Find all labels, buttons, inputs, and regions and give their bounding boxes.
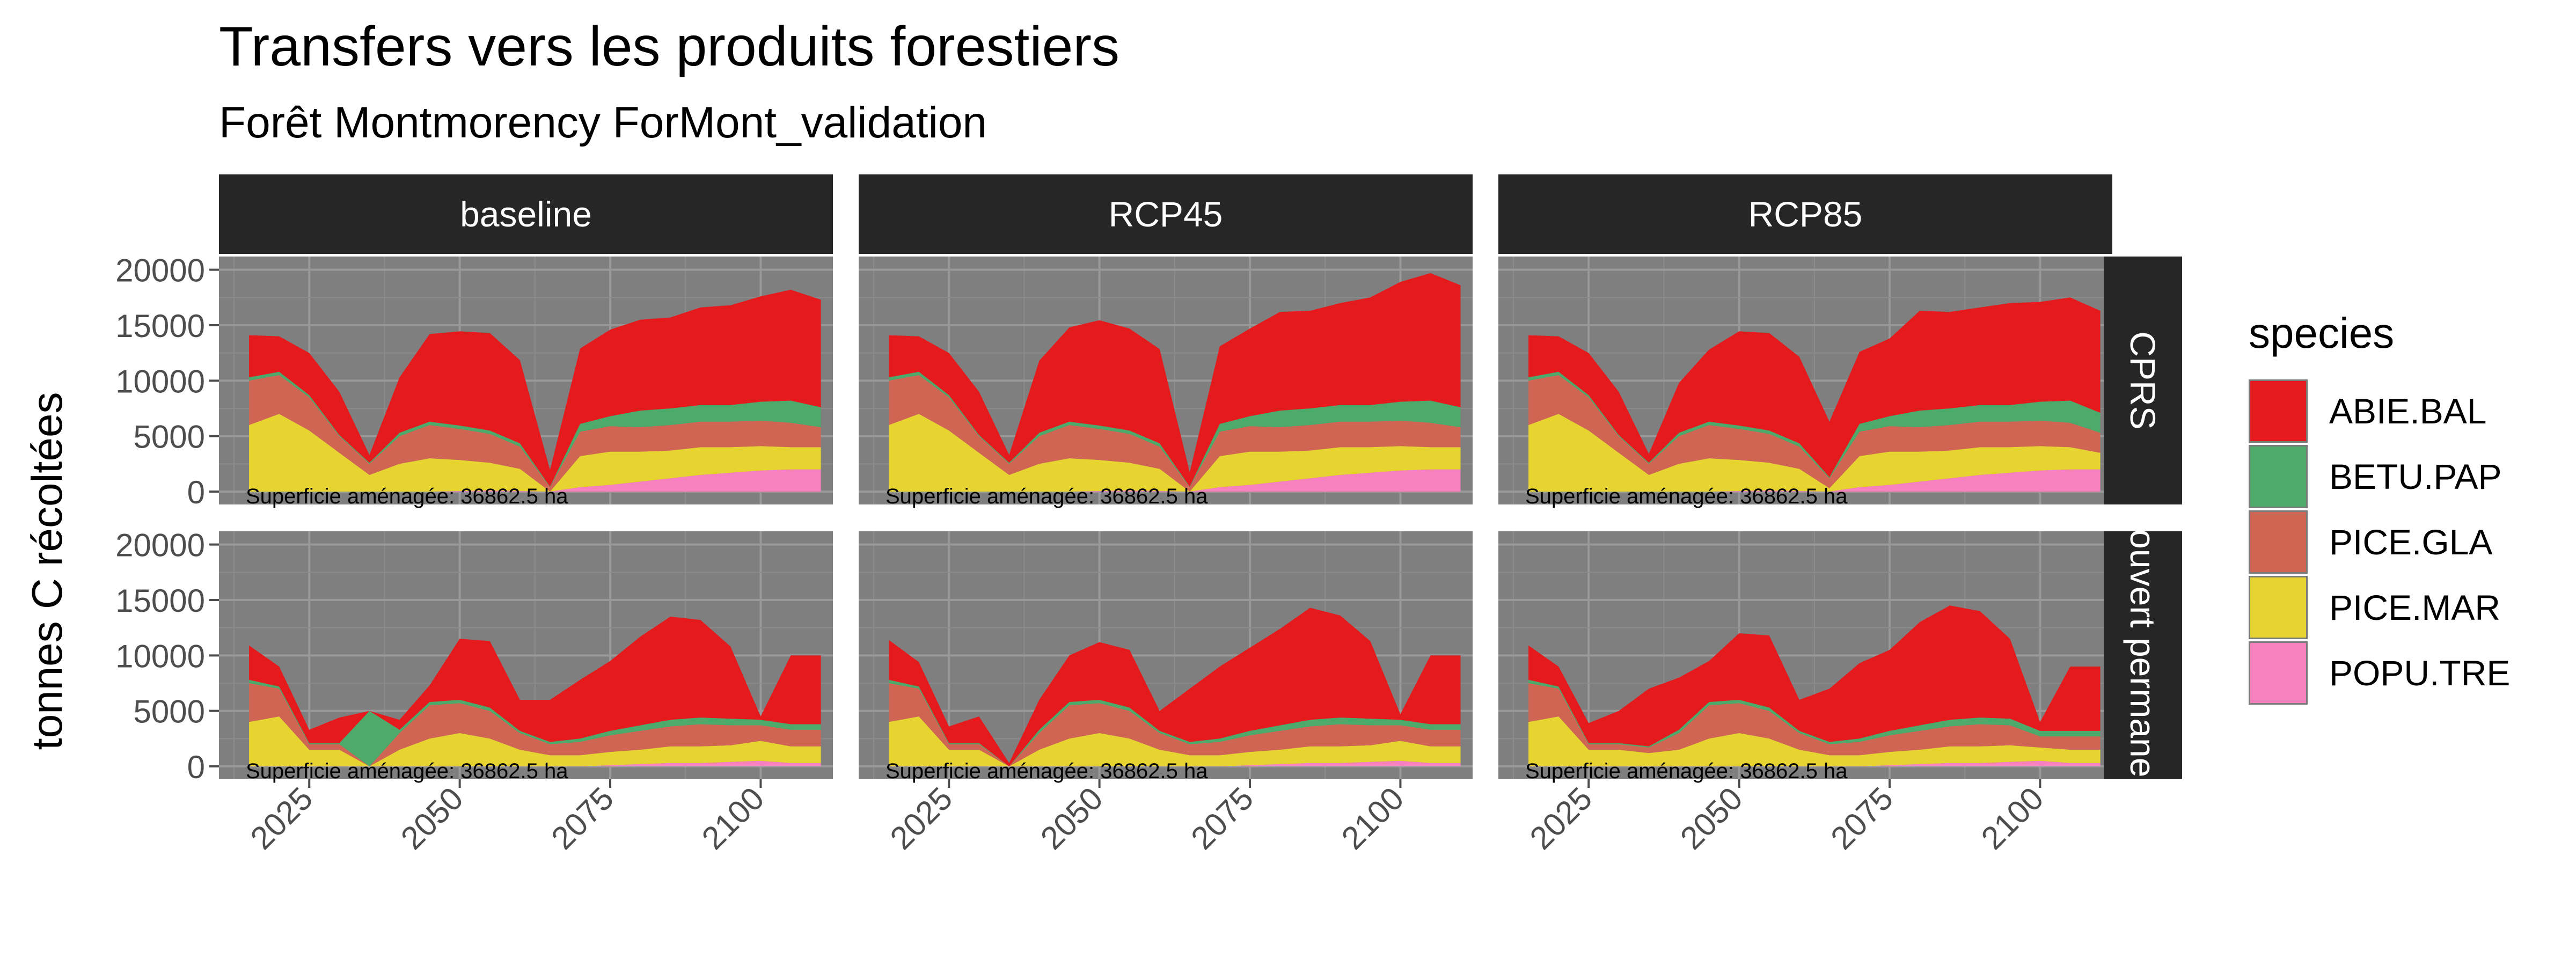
y-tick-label: 20000: [115, 253, 205, 289]
chart-title: Transfers vers les produits forestiers: [219, 16, 1120, 78]
area-pice-gla: [1528, 683, 2101, 756]
area-popu-tre: [1528, 760, 2101, 766]
legend-label-pice-gla: PICE.GLA: [2329, 522, 2493, 562]
area-popu-tre: [1528, 469, 2101, 492]
area-abie-bal: [889, 273, 1461, 487]
legend-label-popu-tre: POPU.TRE: [2329, 653, 2511, 693]
superficie-note: Superficie aménagée: 36862.5 ha: [1525, 485, 1848, 508]
x-tick-label: 2025: [1523, 780, 1599, 857]
legend-item-betu-pap: BETU.PAP: [2249, 444, 2510, 509]
legend-key-abie-bal: [2249, 379, 2308, 443]
legend-key-pice-gla: [2249, 510, 2308, 574]
area-pice-gla: [249, 375, 821, 492]
legend-title: species: [2249, 309, 2395, 357]
area-popu-tre: [889, 469, 1461, 492]
area-betu-pap: [249, 679, 821, 766]
legend-label-betu-pap: BETU.PAP: [2329, 457, 2502, 496]
x-tick-label: 2100: [695, 780, 771, 857]
y-tick-label: 10000: [115, 638, 205, 674]
x-tick-label: 2075: [544, 780, 620, 857]
strip-label-cprs: CPRS: [2123, 331, 2163, 430]
x-tick-label: 2050: [1673, 780, 1750, 857]
legend-label-abie-bal: ABIE.BAL: [2329, 391, 2487, 431]
area-pice-mar: [249, 414, 821, 492]
x-tick-label: 2075: [1184, 780, 1260, 857]
x-tick-label: 2025: [883, 780, 960, 857]
legend-item-popu-tre: POPU.TRE: [2249, 640, 2510, 706]
area-abie-bal: [889, 608, 1461, 766]
legend: species ABIE.BAL BETU.PAP PICE.GLA PICE.…: [2249, 309, 2510, 706]
legend-item-abie-bal: ABIE.BAL: [2249, 378, 2510, 444]
strip-label-baseline: baseline: [460, 194, 592, 234]
legend-item-pice-gla: PICE.GLA: [2249, 509, 2510, 575]
y-tick-label: 15000: [115, 583, 205, 619]
x-tick-label: 2100: [1974, 780, 2051, 857]
strip-baseline: baseline: [219, 174, 833, 254]
strip-cprs: CPRS: [2104, 257, 2182, 504]
x-tick-label: 2025: [244, 780, 320, 857]
strip-label-rcp85: RCP85: [1748, 194, 1863, 234]
y-tick-label: 0: [187, 474, 205, 510]
area-pice-mar: [1528, 716, 2101, 766]
x-tick-label: 2075: [1824, 780, 1900, 857]
y-tick-label: 5000: [134, 694, 205, 730]
legend-key-pice-mar: [2249, 576, 2308, 639]
legend-key-betu-pap: [2249, 445, 2308, 508]
superficie-note: Superficie aménagée: 36862.5 ha: [246, 759, 568, 783]
y-tick-label: 0: [187, 749, 205, 785]
y-tick-label: 20000: [115, 528, 205, 564]
area-pice-mar: [889, 716, 1461, 766]
strip-label-rcp45: RCP45: [1108, 194, 1223, 234]
area-abie-bal: [249, 617, 821, 743]
strip-couvert-permanent: Couvert permanent: [2104, 531, 2182, 779]
y-tick-label: 10000: [115, 363, 205, 399]
area-pice-mar: [1528, 414, 2101, 492]
area-pice-mar: [889, 414, 1461, 492]
x-tick-label: 2050: [394, 780, 470, 857]
chart-subtitle: Forêt Montmorency ForMont_validation: [219, 98, 987, 147]
legend-label-pice-mar: PICE.MAR: [2329, 588, 2501, 627]
area-popu-tre: [889, 760, 1461, 766]
area-pice-gla: [249, 683, 821, 766]
area-abie-bal: [249, 289, 821, 487]
y-tick-label: 5000: [134, 419, 205, 455]
strip-rcp45: RCP45: [859, 174, 1473, 254]
area-pice-gla: [1528, 375, 2101, 488]
x-tick-label: 2100: [1335, 780, 1411, 857]
area-popu-tre: [249, 760, 821, 766]
area-abie-bal: [1528, 297, 2101, 478]
legend-item-pice-mar: PICE.MAR: [2249, 575, 2510, 640]
strip-label-couvert-permanent: Couvert permanent: [2123, 531, 2163, 779]
area-popu-tre: [249, 469, 821, 492]
superficie-note: Superficie aménagée: 36862.5 ha: [1525, 759, 1848, 783]
superficie-note: Superficie aménagée: 36862.5 ha: [246, 485, 568, 508]
strip-rcp85: RCP85: [1498, 174, 2112, 254]
area-betu-pap: [889, 679, 1461, 766]
area-abie-bal: [1528, 605, 2101, 747]
superficie-note: Superficie aménagée: 36862.5 ha: [885, 759, 1208, 783]
x-tick-label: 2050: [1034, 780, 1110, 857]
area-pice-gla: [889, 683, 1461, 766]
superficie-note: Superficie aménagée: 36862.5 ha: [885, 485, 1208, 508]
area-pice-mar: [249, 716, 821, 766]
area-pice-gla: [889, 375, 1461, 492]
legend-key-popu-tre: [2249, 641, 2308, 705]
y-tick-label: 15000: [115, 308, 205, 344]
